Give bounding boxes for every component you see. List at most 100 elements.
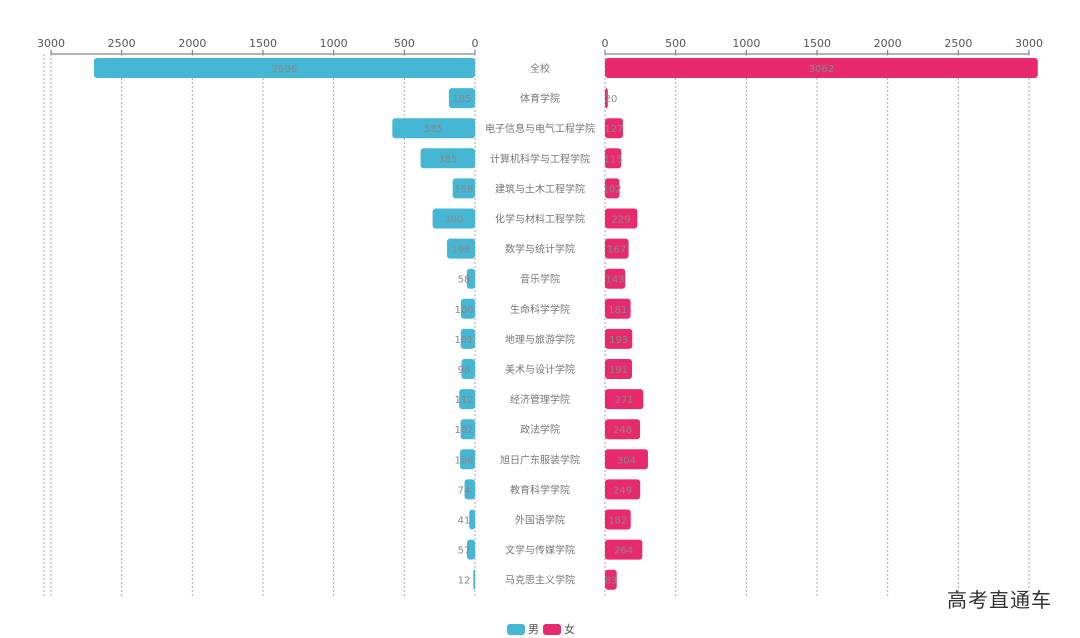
category-label: 文学与传媒学院 bbox=[505, 544, 575, 557]
bar-female bbox=[605, 389, 644, 410]
right-tick-label: 500 bbox=[665, 37, 686, 50]
bar-female bbox=[605, 58, 1038, 78]
bar-female bbox=[605, 449, 648, 470]
right-tick-label: 0 bbox=[602, 37, 609, 50]
bar-female bbox=[605, 419, 641, 440]
data-label-female: 181 bbox=[608, 305, 627, 316]
data-label-female: 193 bbox=[609, 335, 628, 346]
category-label: 教育科学学院 bbox=[510, 483, 570, 496]
legend-label-0: 男 bbox=[528, 623, 539, 636]
data-label-female: 248 bbox=[613, 425, 632, 436]
bar-male bbox=[447, 238, 475, 259]
data-label-male: 198 bbox=[451, 245, 470, 256]
data-label-male: 58 bbox=[458, 275, 471, 286]
category-label: 经济管理学院 bbox=[510, 393, 570, 406]
category-label: 生命科学学院 bbox=[510, 303, 570, 316]
legend-label-1: 女 bbox=[564, 622, 575, 636]
category-label: 音乐学院 bbox=[520, 273, 560, 286]
bar-female bbox=[605, 328, 633, 349]
data-label-male: 100 bbox=[454, 305, 473, 316]
bar-female bbox=[605, 88, 608, 109]
data-label-female: 191 bbox=[609, 365, 628, 376]
category-label: 旭日广东服装学院 bbox=[500, 453, 580, 466]
category-label: 地理与旅游学院 bbox=[505, 333, 575, 346]
bar-male bbox=[473, 569, 475, 590]
data-label-male: 57 bbox=[458, 546, 471, 557]
category-label: 美术与设计学院 bbox=[505, 363, 575, 376]
bar-female bbox=[605, 539, 643, 560]
data-label-male: 585 bbox=[424, 124, 443, 135]
bar-male bbox=[93, 58, 475, 78]
bar-male bbox=[469, 509, 475, 530]
bar-male bbox=[448, 88, 475, 109]
bar-male bbox=[466, 539, 475, 560]
category-label: 化学与材料工程学院 bbox=[495, 213, 585, 226]
bar-female bbox=[605, 569, 617, 590]
legend-swatch-1 bbox=[543, 624, 561, 635]
right-tick-label: 2500 bbox=[944, 37, 972, 50]
legend-swatch-0 bbox=[507, 624, 525, 635]
category-label: 政法学院 bbox=[520, 423, 560, 436]
right-tick-label: 3000 bbox=[1015, 37, 1043, 50]
data-label-male: 185 bbox=[452, 94, 471, 105]
bar-male bbox=[459, 389, 475, 410]
data-label-female: 182 bbox=[608, 516, 627, 527]
data-label-male: 12 bbox=[458, 576, 471, 587]
data-label-female: 20 bbox=[605, 94, 618, 105]
data-label-male: 41 bbox=[458, 516, 471, 527]
left-tick-label: 0 bbox=[472, 37, 479, 50]
data-label-male: 102 bbox=[454, 425, 473, 436]
data-label-male: 96 bbox=[458, 365, 471, 376]
data-label-female: 229 bbox=[612, 215, 631, 226]
data-label-female: 249 bbox=[613, 485, 632, 496]
bar-male bbox=[460, 419, 475, 440]
category-label: 数学与统计学院 bbox=[505, 243, 575, 256]
data-label-male: 112 bbox=[454, 395, 473, 406]
bar-female bbox=[605, 118, 623, 139]
left-tick-label: 3000 bbox=[37, 37, 65, 50]
category-label: 全校 bbox=[530, 62, 550, 75]
right-tick-label: 1500 bbox=[803, 37, 831, 50]
data-label-female: 264 bbox=[614, 546, 633, 557]
bar-female bbox=[605, 148, 622, 169]
data-label-male: 74 bbox=[458, 485, 471, 496]
bar-male bbox=[466, 268, 475, 289]
left-tick-label: 2000 bbox=[178, 37, 206, 50]
bar-male bbox=[460, 328, 475, 349]
bar-female bbox=[605, 178, 620, 199]
data-label-male: 300 bbox=[444, 215, 463, 226]
category-label: 外国语学院 bbox=[515, 514, 565, 527]
bar-male bbox=[452, 178, 475, 199]
category-label: 建筑与土木工程学院 bbox=[495, 182, 585, 195]
bar-female bbox=[605, 479, 641, 500]
bar-male bbox=[460, 449, 475, 470]
watermark: 高考直通车 bbox=[947, 588, 1052, 612]
left-tick-label: 500 bbox=[394, 37, 415, 50]
bar-male bbox=[460, 298, 475, 319]
bar-female bbox=[605, 208, 638, 229]
bar-female bbox=[605, 509, 631, 530]
data-label-female: 83 bbox=[605, 576, 618, 587]
data-label-male: 106 bbox=[454, 455, 473, 466]
left-tick-label: 2500 bbox=[108, 37, 136, 50]
bar-female bbox=[605, 238, 629, 259]
data-label-female: 127 bbox=[604, 124, 623, 135]
left-tick-label: 1000 bbox=[320, 37, 348, 50]
right-tick-label: 2000 bbox=[874, 37, 902, 50]
category-label: 电子信息与电气工程学院 bbox=[485, 122, 595, 135]
bar-male bbox=[420, 148, 475, 169]
left-tick-label: 1500 bbox=[249, 37, 277, 50]
bar-female bbox=[605, 298, 631, 319]
data-label-female: 167 bbox=[607, 245, 626, 256]
bar-male bbox=[392, 118, 475, 139]
data-label-female: 304 bbox=[617, 455, 636, 466]
category-label: 计算机科学与工程学院 bbox=[490, 152, 590, 165]
data-label-male: 101 bbox=[454, 335, 473, 346]
category-label: 体育学院 bbox=[520, 92, 560, 105]
bar-male bbox=[461, 359, 475, 379]
category-label: 马克思主义学院 bbox=[505, 574, 575, 587]
data-label-female: 3062 bbox=[809, 64, 834, 75]
bar-male bbox=[432, 208, 475, 229]
